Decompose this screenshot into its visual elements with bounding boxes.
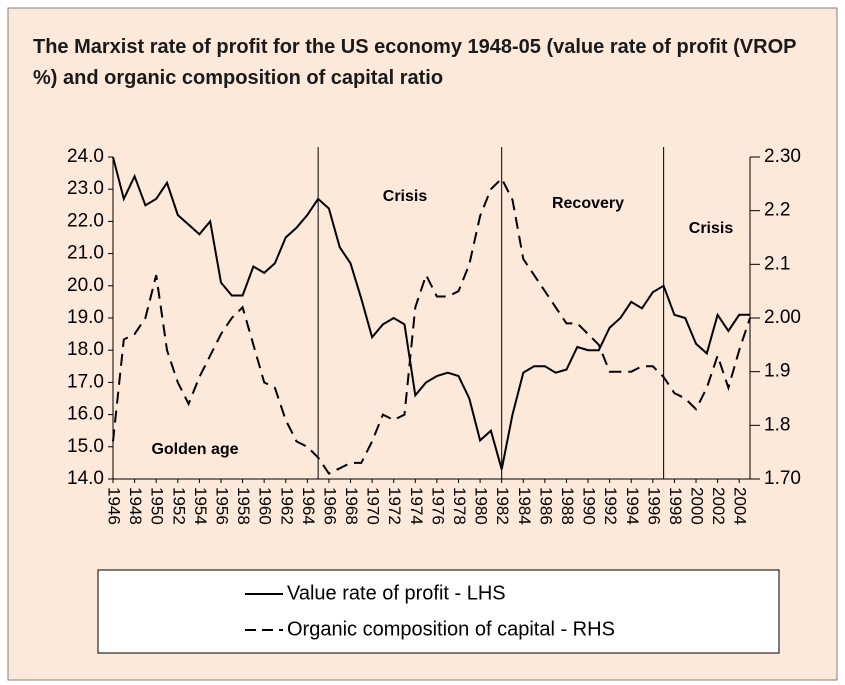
x-tick-label: 1998 — [666, 487, 685, 525]
legend-box — [97, 569, 780, 654]
annotation: Recovery — [552, 195, 624, 212]
y-tick-label: 16.0 — [67, 404, 104, 425]
annotation: Crisis — [689, 220, 734, 237]
chart-background — [7, 7, 838, 681]
x-tick-label: 1982 — [493, 487, 512, 525]
x-tick-label: 1970 — [364, 487, 383, 525]
x-tick-label: 1946 — [105, 487, 124, 525]
y-tick-label: 18.0 — [67, 339, 104, 360]
legend-label: Value rate of profit - LHS — [287, 582, 506, 604]
annotation: Crisis — [383, 188, 428, 205]
x-tick-label: 1954 — [191, 487, 210, 525]
x-tick-label: 2004 — [731, 487, 750, 525]
y-tick-label: 22.0 — [67, 210, 104, 231]
x-tick-label: 1968 — [342, 487, 361, 525]
y2-tick-label: 2.00 — [764, 307, 801, 328]
y-tick-label: 20.0 — [67, 275, 104, 296]
x-tick-label: 1986 — [536, 487, 555, 525]
x-tick-label: 1950 — [148, 487, 167, 525]
annotation: Golden age — [151, 441, 238, 458]
x-tick-label: 1948 — [126, 487, 145, 525]
series-line — [112, 156, 750, 470]
y-tick-label: 24.0 — [67, 146, 104, 167]
y-tick-label: 17.0 — [67, 371, 104, 392]
y-tick-label: 14.0 — [67, 468, 104, 489]
x-tick-label: 1962 — [277, 487, 296, 525]
legend-label: Organic composition of capital - RHS — [287, 618, 615, 640]
x-tick-label: 1956 — [212, 487, 231, 525]
y2-tick-label: 1.8 — [764, 414, 790, 435]
y2-tick-label: 2.30 — [764, 146, 801, 167]
y2-tick-label: 2.1 — [764, 253, 790, 274]
x-tick-label: 1984 — [515, 487, 534, 525]
y-tick-label: 21.0 — [67, 243, 104, 264]
series-line — [112, 176, 751, 475]
x-tick-label: 1966 — [320, 487, 339, 525]
x-tick-label: 1978 — [450, 487, 469, 525]
x-tick-label: 1972 — [385, 487, 404, 525]
x-tick-label: 1974 — [407, 487, 426, 525]
x-tick-label: 2000 — [688, 487, 707, 525]
chart-title: The Marxist rate of profit for the US ec… — [33, 36, 797, 89]
y2-tick-label: 1.70 — [764, 468, 801, 489]
x-tick-label: 1992 — [601, 487, 620, 525]
y-tick-label: 23.0 — [67, 178, 104, 199]
x-tick-label: 1990 — [580, 487, 599, 525]
x-tick-label: 1952 — [169, 487, 188, 525]
y-tick-label: 19.0 — [67, 307, 104, 328]
x-tick-label: 1964 — [299, 487, 318, 525]
x-tick-label: 1980 — [472, 487, 491, 525]
y2-tick-label: 2.2 — [764, 200, 790, 221]
x-tick-label: 1988 — [558, 487, 577, 525]
y2-tick-label: 1.9 — [764, 361, 790, 382]
y-tick-label: 15.0 — [67, 436, 104, 457]
x-tick-label: 1960 — [256, 487, 275, 525]
x-tick-label: 1994 — [623, 487, 642, 525]
x-tick-label: 2002 — [709, 487, 728, 525]
x-tick-label: 1996 — [644, 487, 663, 525]
x-tick-label: 1976 — [428, 487, 447, 525]
x-tick-label: 1958 — [234, 487, 253, 525]
